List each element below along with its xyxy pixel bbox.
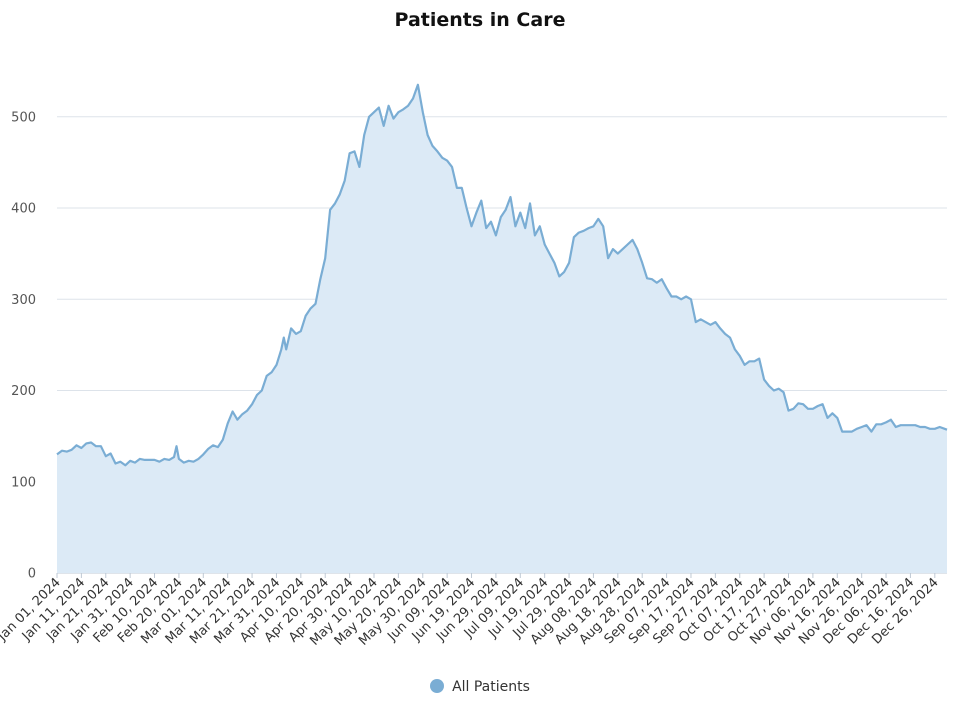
y-tick-label: 100 (11, 475, 36, 490)
legend-label: All Patients (452, 679, 530, 695)
chart-title: Patients in Care (394, 9, 566, 31)
y-tick-label: 400 (11, 202, 36, 217)
series-line (56, 83, 948, 467)
legend[interactable]: All Patients (0, 679, 960, 695)
series-area (57, 84, 947, 574)
y-tick-label: 200 (11, 384, 36, 399)
y-tick-label: 500 (11, 110, 36, 125)
y-tick-label: 300 (11, 293, 36, 308)
y-tick-label: 0 (28, 567, 36, 582)
legend-marker (430, 679, 445, 693)
